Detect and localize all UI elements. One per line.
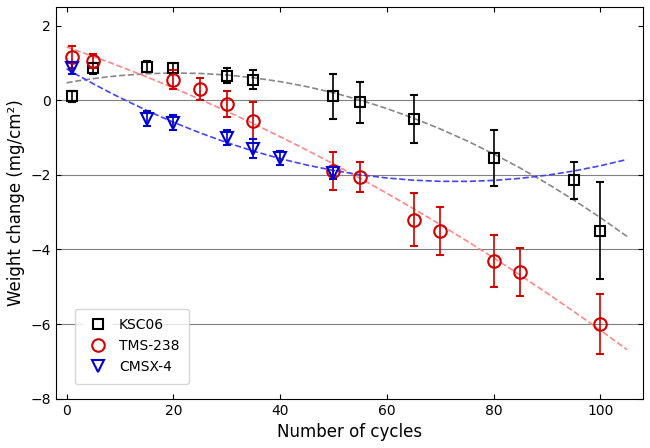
X-axis label: Number of cycles: Number of cycles xyxy=(277,423,422,441)
Legend: KSC06, TMS-238, CMSX-4: KSC06, TMS-238, CMSX-4 xyxy=(75,309,189,384)
Y-axis label: Weight change (mg/cm²): Weight change (mg/cm²) xyxy=(7,99,25,306)
